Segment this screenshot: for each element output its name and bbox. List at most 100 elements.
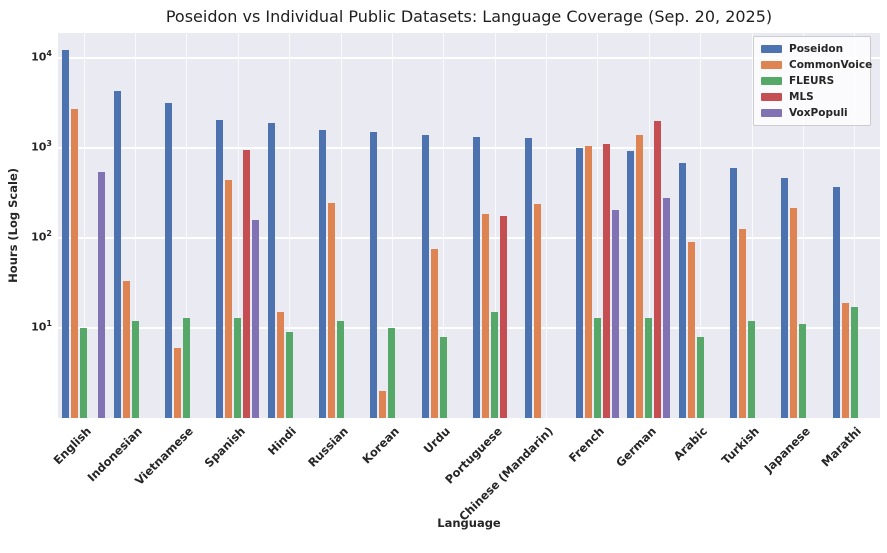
- bar-poseidon-chinese-mandarin: [524, 138, 532, 418]
- legend-swatch-icon: [761, 109, 782, 117]
- bar-group-korean: [366, 33, 417, 418]
- bar-commonvoice-arabic: [687, 242, 695, 418]
- legend-item-mls: MLS: [761, 90, 863, 104]
- bar-group-japanese: [777, 33, 828, 418]
- bar-group-urdu: [418, 33, 469, 418]
- gridline-vertical: [443, 33, 445, 418]
- bar-mls-spanish: [243, 150, 251, 418]
- bar-group-indonesian: [109, 33, 160, 418]
- legend-swatch-icon: [761, 77, 782, 85]
- bar-group-french: [572, 33, 623, 418]
- legend-label: FLEURS: [789, 75, 835, 87]
- bar-poseidon-english: [62, 49, 70, 418]
- gridline-vertical: [648, 33, 650, 418]
- bar-poseidon-marathi: [832, 187, 840, 418]
- gridline-vertical: [597, 33, 599, 418]
- bar-fleurs-urdu: [439, 336, 447, 418]
- bar-commonvoice-french: [584, 146, 592, 418]
- bar-poseidon-german: [627, 151, 635, 418]
- legend-item-poseidon: Poseidon: [761, 42, 863, 56]
- legend-label: CommonVoice: [789, 59, 873, 71]
- x-axis-label: Language: [437, 516, 501, 530]
- bar-poseidon-french: [575, 148, 583, 418]
- bar-poseidon-korean: [370, 132, 378, 418]
- bar-commonvoice-japanese: [790, 208, 798, 418]
- bar-poseidon-turkish: [730, 168, 738, 418]
- bar-group-russian: [315, 33, 366, 418]
- bar-commonvoice-hindi: [276, 312, 284, 418]
- plot-area: [58, 33, 880, 418]
- bar-fleurs-german: [645, 317, 653, 418]
- gridline-vertical: [494, 33, 496, 418]
- legend-item-voxpopuli: VoxPopuli: [761, 106, 863, 120]
- bar-voxpopuli-spanish: [252, 219, 260, 418]
- gridline-vertical: [135, 33, 137, 418]
- bar-group-english: [58, 33, 109, 418]
- bar-fleurs-arabic: [696, 336, 704, 418]
- legend-label: VoxPopuli: [789, 107, 848, 119]
- bar-voxpopuli-english: [98, 172, 106, 418]
- bar-commonvoice-korean: [379, 390, 387, 418]
- bar-fleurs-french: [593, 317, 601, 418]
- bar-commonvoice-spanish: [225, 180, 233, 418]
- bar-commonvoice-urdu: [430, 249, 438, 418]
- bar-poseidon-japanese: [781, 178, 789, 418]
- bar-group-portuguese: [469, 33, 520, 418]
- legend-item-fleurs: FLEURS: [761, 74, 863, 88]
- gridline-vertical: [340, 33, 342, 418]
- bar-group-arabic: [675, 33, 726, 418]
- bar-group-vietnamese: [161, 33, 212, 418]
- bar-fleurs-hindi: [285, 332, 293, 418]
- bar-commonvoice-german: [636, 135, 644, 418]
- bar-commonvoice-vietnamese: [173, 348, 181, 418]
- bar-commonvoice-russian: [328, 203, 336, 418]
- bar-group-spanish: [212, 33, 263, 418]
- bar-commonvoice-chinese-mandarin: [533, 203, 541, 418]
- bar-mls-french: [602, 144, 610, 418]
- legend-swatch-icon: [761, 45, 782, 53]
- bar-fleurs-japanese: [799, 324, 807, 418]
- bar-group-turkish: [726, 33, 777, 418]
- bar-fleurs-turkish: [748, 320, 756, 418]
- y-tick-label: 104: [31, 49, 52, 64]
- gridline-vertical: [391, 33, 393, 418]
- bar-poseidon-vietnamese: [164, 102, 172, 418]
- gridline-vertical: [700, 33, 702, 418]
- bar-group-hindi: [264, 33, 315, 418]
- legend-label: MLS: [789, 91, 814, 103]
- bar-poseidon-russian: [319, 129, 327, 418]
- bar-fleurs-vietnamese: [182, 317, 190, 418]
- gridline-vertical: [546, 33, 548, 418]
- bar-fleurs-portuguese: [491, 312, 499, 418]
- bar-poseidon-arabic: [678, 163, 686, 418]
- bar-commonvoice-portuguese: [482, 214, 490, 418]
- bar-commonvoice-indonesian: [122, 281, 130, 418]
- gridline-vertical: [237, 33, 239, 418]
- bar-poseidon-hindi: [267, 123, 275, 418]
- bar-group-german: [623, 33, 674, 418]
- bar-fleurs-marathi: [850, 307, 858, 418]
- gridline-horizontal: [58, 147, 880, 150]
- y-tick-label: 103: [31, 139, 52, 154]
- bar-group-marathi: [829, 33, 880, 418]
- gridline-horizontal: [58, 237, 880, 240]
- legend-label: Poseidon: [789, 43, 844, 55]
- bar-voxpopuli-german: [663, 197, 671, 418]
- bar-poseidon-portuguese: [473, 137, 481, 418]
- legend-swatch-icon: [761, 93, 782, 101]
- gridline-vertical: [751, 33, 753, 418]
- bar-poseidon-indonesian: [113, 91, 121, 418]
- bar-fleurs-spanish: [234, 317, 242, 418]
- gridline-vertical: [83, 33, 85, 418]
- gridline-vertical: [289, 33, 291, 418]
- gridline-vertical: [186, 33, 188, 418]
- chart-title: Poseidon vs Individual Public Datasets: …: [165, 7, 773, 26]
- y-tick-label: 101: [31, 319, 52, 334]
- bar-fleurs-indonesian: [131, 320, 139, 418]
- bar-mls-portuguese: [500, 216, 508, 418]
- gridline-horizontal: [58, 57, 880, 60]
- bar-mls-german: [654, 121, 662, 418]
- y-tick-label: 102: [31, 229, 52, 244]
- bar-commonvoice-marathi: [841, 303, 849, 418]
